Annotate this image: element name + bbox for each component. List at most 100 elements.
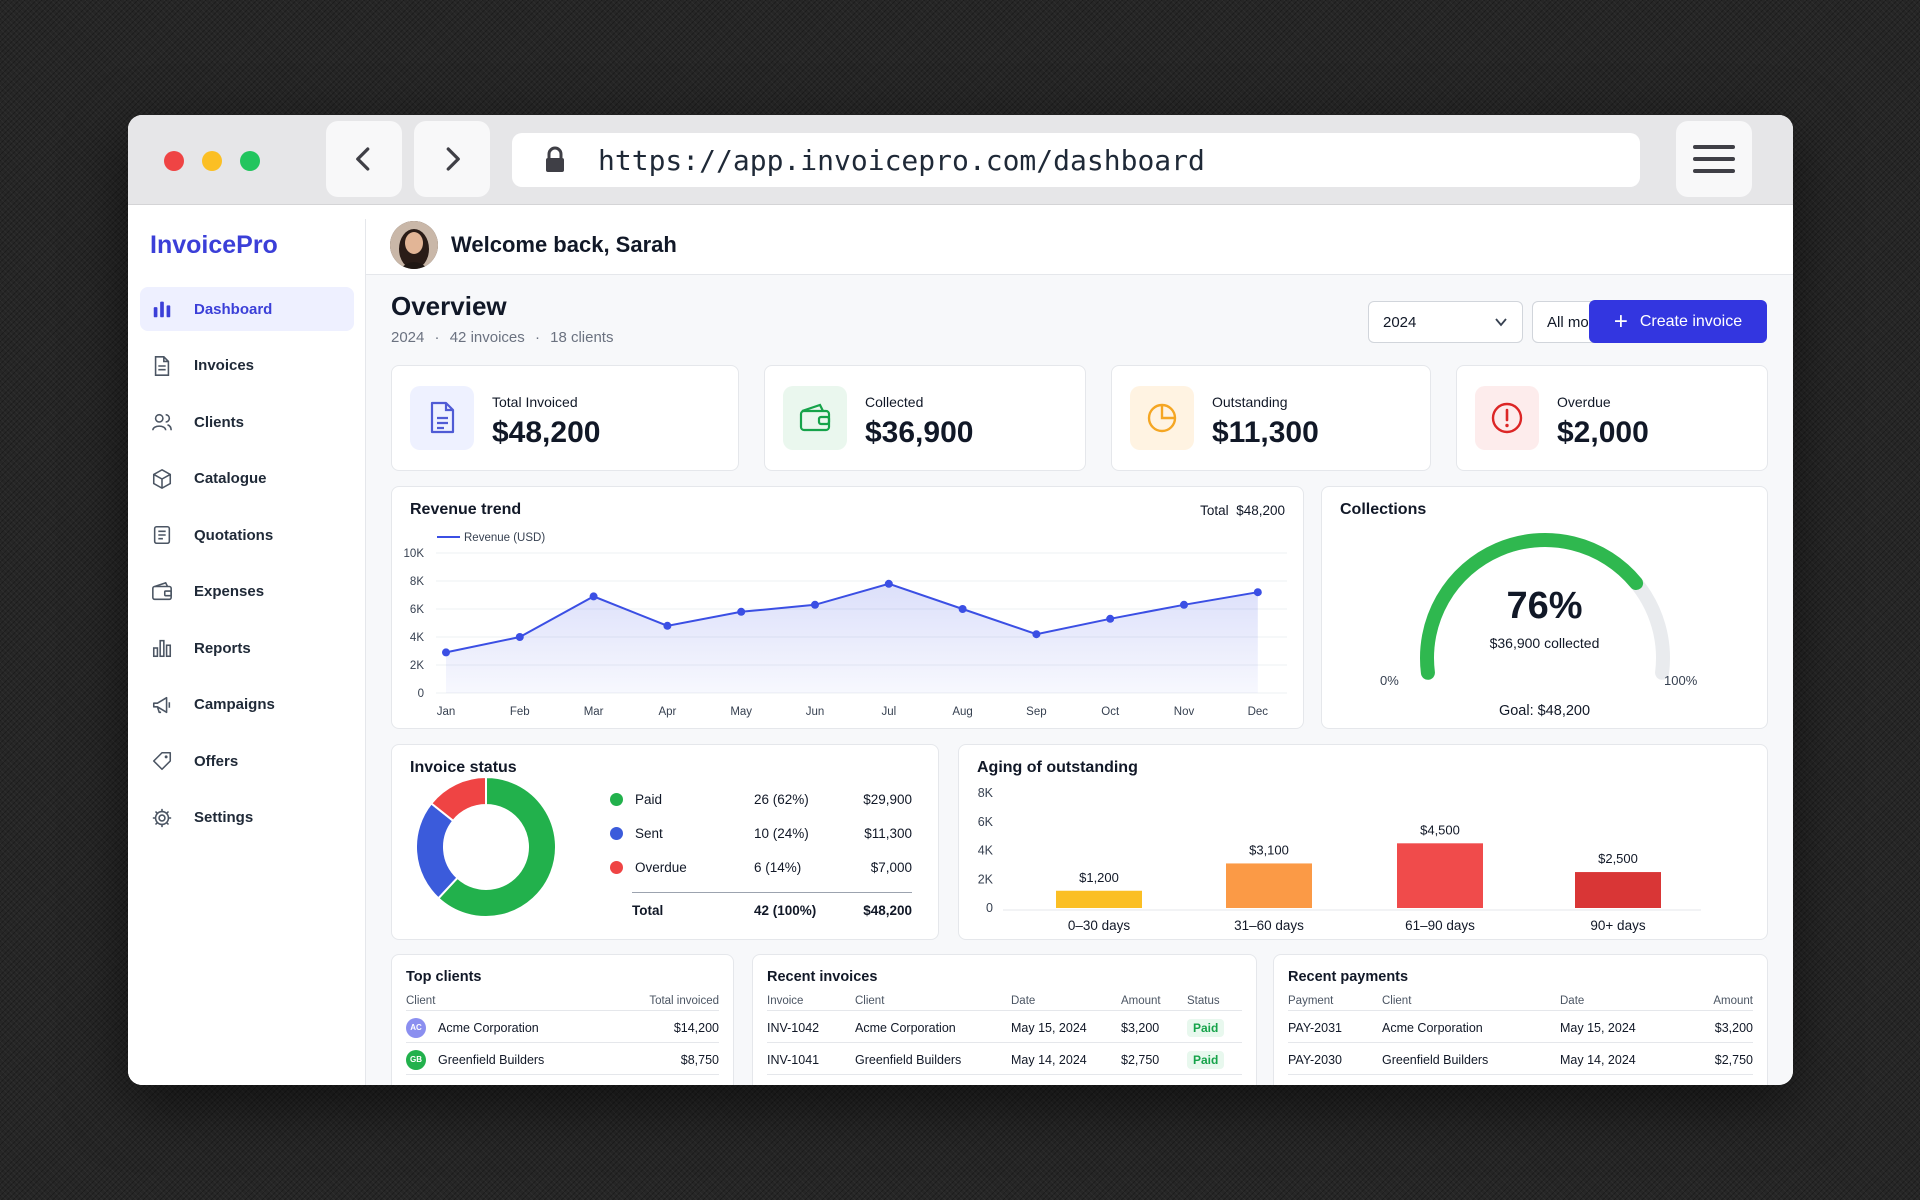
revenue-point[interactable] bbox=[1253, 588, 1262, 597]
kpi-icon-box bbox=[1130, 386, 1194, 450]
column-header: Amount bbox=[1713, 994, 1753, 1007]
sidebar-item-label: Invoices bbox=[194, 357, 255, 374]
client-total: $14,200 bbox=[673, 1020, 719, 1035]
revenue-point[interactable] bbox=[811, 600, 819, 609]
collections-title: Collections bbox=[1340, 501, 1427, 518]
brand-logo[interactable]: InvoicePro bbox=[150, 231, 278, 259]
sidebar-item-label: Expenses bbox=[194, 583, 265, 600]
year-select[interactable]: 2024 bbox=[1368, 301, 1523, 343]
kpi-value: $11,300 bbox=[1212, 416, 1319, 449]
bar-chart-icon bbox=[150, 636, 174, 660]
close-window-button[interactable] bbox=[164, 151, 184, 171]
y-tick-label: 8K bbox=[410, 576, 424, 588]
kpi-overdue[interactable]: Overdue $2,000 bbox=[1456, 365, 1768, 471]
client-name: Acme Corporation bbox=[438, 1020, 539, 1035]
kpi-label: Overdue bbox=[1557, 394, 1611, 410]
revenue-point[interactable] bbox=[442, 648, 450, 657]
kpi-label: Outstanding bbox=[1212, 394, 1288, 410]
main-panel: Welcome back, Sarah Overview 2024 · 42 i… bbox=[366, 219, 1793, 1085]
aging-bar[interactable] bbox=[1575, 872, 1661, 908]
revenue-point[interactable] bbox=[1180, 600, 1188, 609]
address-bar[interactable]: https://app.invoicepro.com/dashboard bbox=[512, 133, 1640, 187]
invoice-date: May 14, 2024 bbox=[1011, 1052, 1087, 1067]
x-tick-label: 31–60 days bbox=[1234, 918, 1304, 933]
aging-bar[interactable] bbox=[1056, 890, 1142, 908]
status-row[interactable]: Sent 10 (24%) $11,300 bbox=[610, 826, 912, 841]
sidebar-item-catalogue[interactable]: Catalogue bbox=[140, 457, 354, 501]
forward-button[interactable] bbox=[414, 121, 490, 197]
y-tick-label: 8K bbox=[978, 786, 994, 800]
donut-slice-paid[interactable] bbox=[436, 778, 557, 918]
year-select-value: 2024 bbox=[1383, 313, 1417, 331]
separator: · bbox=[434, 329, 440, 346]
revenue-point[interactable] bbox=[884, 579, 893, 588]
table-row[interactable]: PAY-2030 Greenfield Builders May 14, 202… bbox=[1288, 1045, 1753, 1075]
revenue-point[interactable] bbox=[737, 607, 746, 616]
y-tick-label: 0 bbox=[986, 901, 993, 915]
overview-subtitle: 2024 · 42 invoices · 18 clients bbox=[391, 329, 619, 346]
sidebar-item-label: Offers bbox=[194, 752, 239, 770]
browser-menu-button[interactable] bbox=[1676, 121, 1752, 197]
kpi-icon-box bbox=[783, 386, 847, 450]
table-row[interactable]: INV-1041 Greenfield Builders May 14, 202… bbox=[767, 1045, 1242, 1075]
payment-id: PAY-2030 bbox=[1288, 1052, 1342, 1067]
revenue-point[interactable] bbox=[1106, 614, 1115, 623]
minimize-window-button[interactable] bbox=[202, 151, 222, 171]
payment-amount: $3,200 bbox=[1714, 1020, 1753, 1035]
status-row[interactable]: Paid 26 (62%) $29,900 bbox=[610, 792, 912, 807]
sidebar-item-label: Campaigns bbox=[194, 696, 275, 713]
invoice-id: INV-1042 bbox=[767, 1020, 820, 1035]
back-button[interactable] bbox=[326, 121, 402, 197]
kpi-collected[interactable]: Collected $36,900 bbox=[764, 365, 1086, 471]
aging-bar[interactable] bbox=[1226, 863, 1312, 908]
gear-icon bbox=[150, 806, 174, 830]
table-row[interactable]: INV-1042 Acme Corporation May 15, 2024 $… bbox=[767, 1013, 1242, 1043]
status-amount: $11,300 bbox=[864, 826, 912, 841]
payment-client: Acme Corporation bbox=[1382, 1020, 1483, 1035]
sidebar-item-clients[interactable]: Clients bbox=[140, 400, 354, 444]
maximize-window-button[interactable] bbox=[240, 151, 260, 171]
donut-slice-overdue[interactable] bbox=[429, 778, 487, 823]
plus-icon: + bbox=[1613, 307, 1628, 335]
revenue-point[interactable] bbox=[515, 633, 524, 641]
table-row[interactable]: PAY-2031 Acme Corporation May 15, 2024 $… bbox=[1288, 1013, 1753, 1043]
kpi-outstanding[interactable]: Outstanding $11,300 bbox=[1111, 365, 1431, 471]
column-header: Client bbox=[855, 994, 885, 1007]
payment-id: PAY-2031 bbox=[1288, 1020, 1342, 1035]
document-icon bbox=[430, 401, 455, 434]
sidebar-item-quotations[interactable]: Quotations bbox=[140, 513, 354, 557]
aging-title: Aging of outstanding bbox=[977, 759, 1138, 776]
status-row[interactable]: Overdue 6 (14%) $7,000 bbox=[610, 860, 912, 875]
aging-bar[interactable] bbox=[1397, 843, 1483, 908]
revenue-point[interactable] bbox=[589, 592, 598, 601]
status-total-amount: $48,200 bbox=[863, 903, 912, 918]
revenue-point[interactable] bbox=[958, 605, 967, 613]
y-tick-label: 6K bbox=[410, 604, 424, 616]
y-tick-label: 2K bbox=[978, 872, 994, 886]
create-invoice-button[interactable]: + Create invoice bbox=[1589, 300, 1767, 343]
sidebar-item-dashboard[interactable]: Dashboard bbox=[140, 287, 354, 331]
revenue-area bbox=[446, 583, 1258, 693]
revenue-point[interactable] bbox=[1032, 630, 1041, 639]
kpi-value: $48,200 bbox=[492, 416, 601, 449]
sidebar-item-label: Catalogue bbox=[194, 470, 267, 487]
status-name: Paid bbox=[635, 792, 663, 807]
sidebar-item-campaigns[interactable]: Campaigns bbox=[140, 683, 354, 727]
y-tick-label: 2K bbox=[410, 660, 424, 672]
sidebar-item-invoices[interactable]: Invoices bbox=[140, 344, 354, 388]
avatar[interactable] bbox=[390, 221, 438, 269]
table-row[interactable]: GB Greenfield Builders $8,750 bbox=[406, 1045, 719, 1075]
client-total: $8,750 bbox=[680, 1052, 719, 1067]
overview-invoice-count: 42 invoices bbox=[449, 329, 525, 346]
kpi-total-invoiced[interactable]: Total Invoiced $48,200 bbox=[391, 365, 739, 471]
sidebar-item-reports[interactable]: Reports bbox=[140, 626, 354, 670]
sidebar-item-expenses[interactable]: Expenses bbox=[140, 570, 354, 614]
bar-value-label: $1,200 bbox=[1079, 870, 1119, 885]
revenue-point[interactable] bbox=[663, 621, 672, 630]
sidebar-item-offers[interactable]: Offers bbox=[140, 739, 354, 783]
table-row[interactable]: AC Acme Corporation $14,200 bbox=[406, 1013, 719, 1043]
alert-icon bbox=[1491, 402, 1523, 434]
status-total-label: Total bbox=[632, 903, 664, 918]
sidebar-item-settings[interactable]: Settings bbox=[140, 796, 354, 840]
chevron-left-icon bbox=[356, 147, 370, 171]
